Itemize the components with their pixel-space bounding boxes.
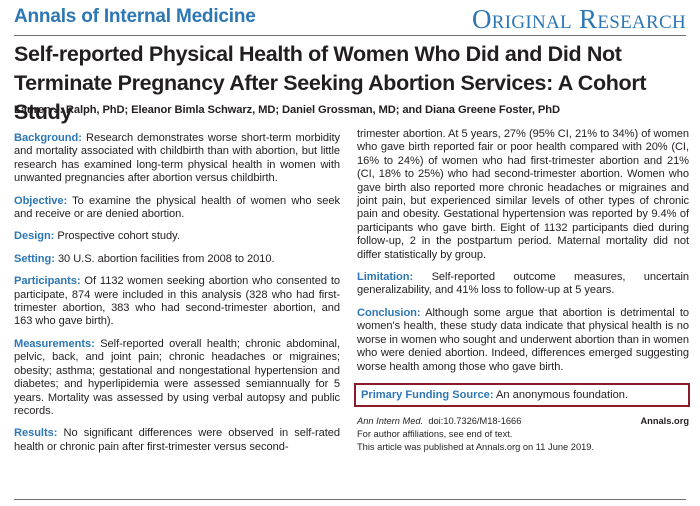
results-text: No significant differences were observed… bbox=[14, 427, 340, 453]
objective-section: Objective: To examine the physical healt… bbox=[14, 195, 340, 222]
measurements-label: Measurements: bbox=[14, 337, 95, 350]
participants-label: Participants: bbox=[14, 275, 81, 288]
citation-journal: Ann Intern Med. bbox=[357, 415, 424, 426]
design-section: Design: Prospective cohort study. bbox=[14, 230, 340, 243]
setting-text: 30 U.S. abortion facilities from 2008 to… bbox=[57, 252, 275, 265]
limitation-section: Limitation: Self-reported outcome measur… bbox=[357, 271, 689, 298]
measurements-section: Measurements: Self-reported overall heal… bbox=[14, 338, 340, 418]
citation-doi[interactable]: doi:10.7326/M18-1666 bbox=[428, 415, 522, 426]
limitation-text: Self-reported outcome measures, uncertai… bbox=[357, 271, 689, 297]
funding-label: Primary Funding Source: bbox=[361, 388, 494, 401]
background-label: Background: bbox=[14, 132, 82, 144]
conclusion-text: Although some argue that abortion is det… bbox=[357, 306, 690, 373]
footer-divider bbox=[14, 499, 686, 500]
limitation-label: Limitation: bbox=[357, 271, 414, 284]
objective-text: To examine the physical health of women … bbox=[14, 194, 340, 221]
conclusion-section: Conclusion: Although some argue that abo… bbox=[357, 307, 689, 374]
funding-highlight-box: Primary Funding Source: An anonymous fou… bbox=[354, 382, 690, 407]
journal-site-link[interactable]: Annals.org bbox=[640, 415, 689, 426]
affiliations-note: For author affiliations, see end of text… bbox=[357, 428, 513, 439]
header-divider bbox=[14, 35, 686, 36]
citation-row: Ann Intern Med. doi:10.7326/M18-1666 Ann… bbox=[357, 415, 689, 428]
participants-text: Of 1132 women seeking abortion who conse… bbox=[14, 275, 340, 328]
section-label: Original Research bbox=[471, 4, 686, 34]
setting-section: Setting: 30 U.S. abortion facilities fro… bbox=[14, 253, 340, 266]
results-label: Results: bbox=[14, 427, 58, 440]
author-list: Lauren J. Ralph, PhD; Eleanor Bimla Schw… bbox=[14, 104, 560, 116]
setting-label: Setting: bbox=[14, 252, 55, 265]
design-text: Prospective cohort study. bbox=[57, 230, 180, 243]
journal-name: Annals of Internal Medicine bbox=[14, 6, 256, 27]
publication-note: This article was published at Annals.org… bbox=[357, 441, 595, 452]
article-title: Self-reported Physical Health of Women W… bbox=[14, 42, 647, 124]
conclusion-label: Conclusion: bbox=[357, 306, 421, 319]
abstract-right-column: trimester abortion. At 5 years, 27% (95%… bbox=[354, 128, 690, 454]
citation-line: Ann Intern Med. doi:10.7326/M18-1666 bbox=[357, 415, 521, 428]
design-label: Design: bbox=[14, 230, 55, 243]
funding-text: An anonymous foundation. bbox=[496, 388, 629, 401]
objective-label: Objective: bbox=[14, 194, 68, 207]
background-section: Background: Research demonstrates worse … bbox=[14, 132, 340, 186]
results-section: Results: No significant differences were… bbox=[14, 427, 340, 454]
results-continued: trimester abortion. At 5 years, 27% (95%… bbox=[357, 128, 689, 261]
measurements-text: Self-reported overall health; chronic ab… bbox=[14, 337, 340, 417]
participants-section: Participants: Of 1132 women seeking abor… bbox=[14, 275, 340, 329]
abstract-left-column: Background: Research demonstrates worse … bbox=[14, 132, 340, 463]
background-text: Research demonstrates worse short-term m… bbox=[14, 132, 340, 185]
